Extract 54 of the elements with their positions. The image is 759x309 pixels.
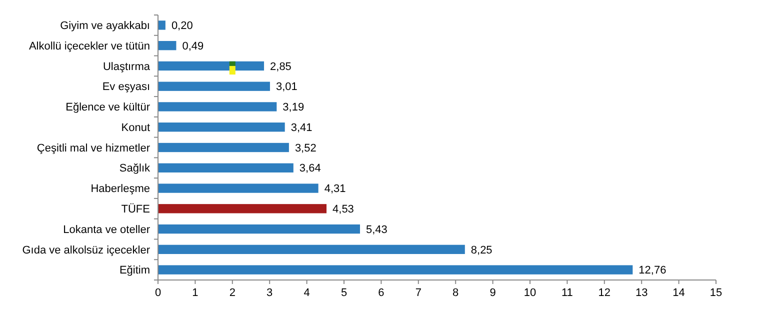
y-tick-label: Gıda ve alkolsüz içecekler (22, 244, 150, 256)
y-tick-label: Eğlence ve kültür (66, 102, 150, 114)
bar (158, 244, 465, 254)
x-tick-label: 13 (635, 287, 648, 299)
y-tick-label: Çeşitli mal ve hizmetler (36, 142, 150, 154)
x-tick-label: 14 (672, 287, 685, 299)
y-tick-label: Eğitim (119, 264, 150, 277)
data-label: 5,43 (366, 224, 388, 236)
x-tick-label: 3 (266, 287, 273, 299)
x-tick-label: 10 (524, 287, 536, 299)
x-tick-label: 12 (598, 287, 611, 299)
data-label: 3,19 (282, 102, 304, 114)
y-tick-label: Konut (121, 122, 150, 134)
x-tick-label: 0 (154, 287, 162, 299)
bar (158, 265, 633, 274)
bar (158, 142, 289, 152)
data-label: 4,53 (332, 204, 354, 216)
data-label: 0,20 (171, 20, 193, 32)
x-tick-label: 5 (340, 287, 348, 299)
bar (158, 163, 294, 172)
data-label: 3,64 (299, 162, 321, 175)
data-label: 3,52 (294, 142, 316, 154)
y-tick-label: Lokanta ve oteller (63, 224, 150, 236)
x-tick-label: 6 (378, 287, 384, 299)
x-tick-label: 15 (710, 287, 722, 299)
x-tick-label: 1 (192, 287, 198, 299)
data-label: 0,49 (182, 40, 204, 52)
x-tick-label: 7 (415, 287, 422, 299)
y-tick-label: TÜFE (121, 202, 150, 216)
y-tick-label: Haberleşme (90, 183, 150, 196)
bar (158, 184, 318, 193)
data-label: 3,01 (276, 81, 298, 94)
data-label: 4,31 (324, 183, 346, 196)
y-tick-label: Alkollü içecekler ve tütün (28, 40, 150, 52)
data-label: 8,25 (470, 244, 492, 256)
y-tick-label: Giyim ve ayakkabı (60, 20, 150, 32)
bar (158, 224, 360, 234)
data-label: 12,76 (638, 264, 666, 277)
x-tick-label: 11 (561, 287, 573, 299)
x-tick-label: 8 (452, 287, 459, 299)
y-tick-label: Ulaştırma (102, 60, 151, 73)
bar (158, 204, 327, 214)
bar (158, 102, 277, 112)
x-tick-label: 4 (304, 287, 310, 299)
bar (158, 20, 166, 30)
y-tick-label: Sağlık (119, 162, 150, 175)
bar (158, 122, 285, 132)
y-tick-label: Ev eşyası (102, 81, 150, 94)
x-tick-label: 9 (490, 287, 496, 299)
bar (158, 40, 176, 50)
data-label: 3,41 (290, 122, 312, 134)
x-tick-label: 2 (229, 287, 236, 299)
bar (158, 82, 270, 91)
data-label: 2,85 (270, 60, 292, 73)
